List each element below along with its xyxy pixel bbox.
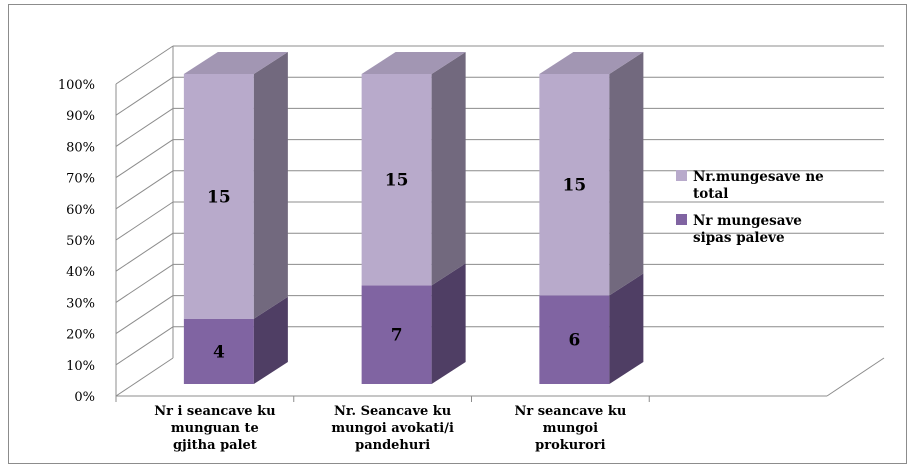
x-tick-label: Nr i seancave ku <box>154 404 275 419</box>
y-tick-label: 100% <box>58 78 95 93</box>
y-tick-label: 10% <box>66 359 95 374</box>
gridline-side <box>115 45 174 85</box>
legend-label: Nr mungesave <box>693 213 802 229</box>
x-tick-label: prokurori <box>535 438 605 453</box>
legend-swatch <box>676 170 687 181</box>
gridline-side <box>115 295 174 335</box>
data-label: 6 <box>568 331 580 351</box>
y-tick-label: 70% <box>66 172 95 187</box>
data-label: 15 <box>385 171 409 191</box>
bar-segment-lower <box>361 285 432 384</box>
bar-segment-upper <box>361 74 432 286</box>
gridline-side <box>115 76 174 116</box>
bar-top <box>183 52 288 74</box>
gridline-side <box>115 326 174 366</box>
bar-segment-upper <box>183 74 254 319</box>
bar-side-lower <box>253 296 288 384</box>
data-label: 7 <box>391 326 403 346</box>
y-tick-label: 50% <box>66 234 95 249</box>
y-tick-label: 60% <box>66 203 95 218</box>
gridline-side <box>115 170 174 210</box>
y-tick-label: 90% <box>66 109 95 124</box>
bar-segment-lower <box>183 318 254 384</box>
bar-top <box>361 52 466 74</box>
gridline-side <box>115 201 174 241</box>
x-tick-label: mungoi avokati/i <box>331 421 454 436</box>
x-tick-label: mungoi <box>543 421 598 436</box>
bar-segment-upper <box>539 74 610 296</box>
y-tick-label: 40% <box>66 265 95 280</box>
legend-swatch <box>676 214 687 225</box>
y-tick-label: 20% <box>66 328 95 343</box>
bar-side-upper <box>253 52 288 319</box>
y-tick-label: 0% <box>74 390 95 405</box>
gridline-side <box>115 232 174 272</box>
gridline-side <box>115 357 174 397</box>
x-tick-label: munguan te <box>171 421 259 436</box>
bar-side-upper <box>431 52 466 286</box>
bar-side-lower <box>609 273 644 384</box>
x-tick-label: pandehuri <box>355 438 430 453</box>
data-label: 15 <box>207 187 231 207</box>
legend-label: total <box>693 186 728 202</box>
legend-label: Nr.mungesave ne <box>693 169 824 185</box>
x-tick-label: Nr seancave ku <box>514 404 626 419</box>
bar-side-lower <box>431 263 466 384</box>
x-tick-label: Nr. Seancave ku <box>334 404 451 419</box>
gridline-side <box>115 139 174 179</box>
gridline-side <box>115 107 174 147</box>
bar-side-upper <box>609 52 644 296</box>
legend-label: sipas paleve <box>693 230 785 246</box>
x-tick-label: gjitha palet <box>173 438 257 453</box>
y-tick-label: 80% <box>66 140 95 155</box>
gridline-side <box>115 263 174 303</box>
bar-segment-lower <box>539 295 610 384</box>
data-label: 4 <box>213 342 225 362</box>
floor-right-edge <box>826 357 885 397</box>
data-label: 15 <box>563 176 587 196</box>
bar-top <box>539 52 644 74</box>
y-tick-label: 30% <box>66 296 95 311</box>
